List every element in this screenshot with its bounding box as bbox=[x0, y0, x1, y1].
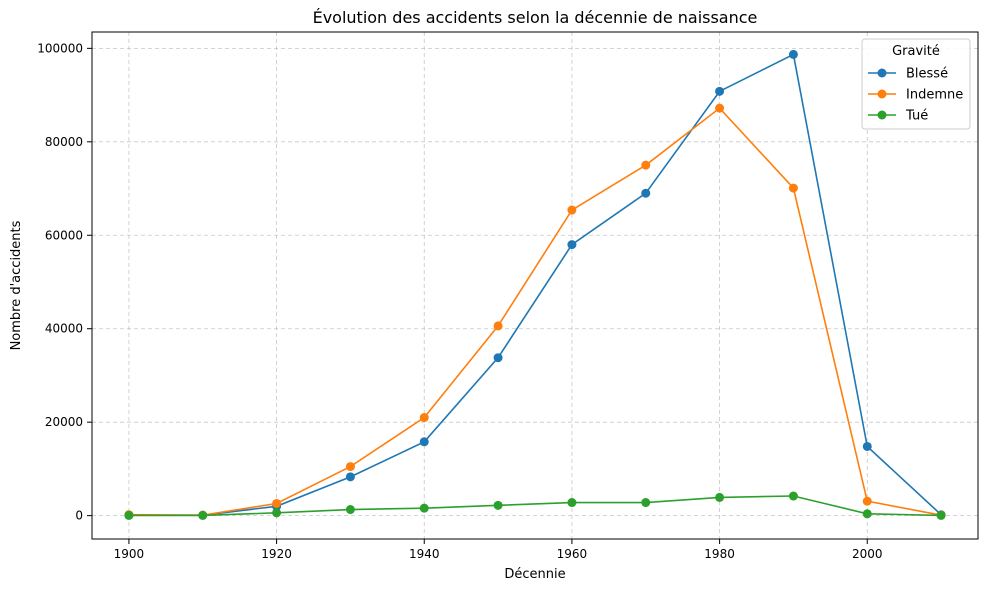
legend-swatch-marker bbox=[877, 89, 887, 99]
data-point bbox=[493, 353, 503, 363]
data-point bbox=[567, 498, 577, 508]
y-tick-label: 80000 bbox=[45, 135, 83, 149]
data-point bbox=[641, 160, 651, 170]
series-2 bbox=[124, 103, 946, 520]
grid bbox=[92, 32, 978, 539]
x-tick-label: 1900 bbox=[114, 547, 145, 561]
axis-ticks: 1900 1920 1940 1960 1980 20000200004000060000… bbox=[37, 41, 882, 561]
y-tick-label: 60000 bbox=[45, 228, 83, 242]
plot-frame bbox=[91, 31, 979, 540]
y-tick-label: 100000 bbox=[37, 41, 83, 55]
data-point bbox=[567, 205, 577, 215]
data-point bbox=[862, 496, 872, 506]
legend: Gravité Blessé Indemne Tué bbox=[861, 38, 971, 130]
data-point bbox=[715, 492, 725, 502]
data-point bbox=[345, 462, 355, 472]
legend-label: Indemne bbox=[906, 88, 963, 103]
data-point bbox=[345, 505, 355, 515]
y-axis-label: Nombre d'accidents bbox=[9, 220, 24, 350]
legend-label: Blessé bbox=[906, 67, 948, 82]
data-point bbox=[419, 413, 429, 423]
y-tick-label: 40000 bbox=[45, 322, 83, 336]
data-point bbox=[419, 437, 429, 447]
data-point bbox=[862, 509, 872, 519]
legend-swatch-marker bbox=[877, 110, 887, 120]
legend-item: Indemne bbox=[868, 88, 963, 103]
legend-item: Blessé bbox=[868, 67, 948, 82]
x-tick-label: 2000 bbox=[852, 547, 883, 561]
series-3 bbox=[124, 491, 946, 520]
series-line bbox=[128, 495, 942, 517]
data-point bbox=[419, 503, 429, 513]
data-point bbox=[493, 321, 503, 331]
legend-title: Gravité bbox=[892, 44, 940, 59]
series-layer bbox=[124, 49, 946, 520]
series-line bbox=[128, 53, 942, 516]
x-axis-label: Décennie bbox=[504, 567, 565, 582]
data-point bbox=[641, 188, 651, 198]
x-tick-label: 1980 bbox=[704, 547, 735, 561]
legend-swatch-marker bbox=[877, 68, 887, 78]
data-point bbox=[272, 508, 282, 518]
data-point bbox=[345, 472, 355, 482]
data-point bbox=[788, 491, 798, 501]
data-point bbox=[936, 510, 946, 520]
data-point bbox=[715, 103, 725, 113]
y-tick-label: 20000 bbox=[45, 415, 83, 429]
data-point bbox=[272, 498, 282, 508]
data-point bbox=[198, 510, 208, 520]
x-tick-label: 1940 bbox=[409, 547, 440, 561]
series-line bbox=[128, 107, 942, 516]
legend-box bbox=[861, 38, 971, 130]
data-point bbox=[862, 441, 872, 451]
legend-label: Tué bbox=[905, 109, 928, 124]
data-point bbox=[493, 500, 503, 510]
data-point bbox=[567, 240, 577, 250]
x-tick-label: 1920 bbox=[261, 547, 292, 561]
data-point bbox=[788, 183, 798, 193]
chart-title: Évolution des accidents selon la décenni… bbox=[313, 8, 758, 27]
x-tick-label: 1960 bbox=[557, 547, 588, 561]
data-point bbox=[124, 510, 134, 520]
y-tick-label: 0 bbox=[75, 509, 83, 523]
data-point bbox=[715, 86, 725, 96]
legend-item: Tué bbox=[868, 109, 928, 124]
data-point bbox=[641, 498, 651, 508]
series-1 bbox=[124, 49, 946, 520]
data-point bbox=[788, 49, 798, 59]
